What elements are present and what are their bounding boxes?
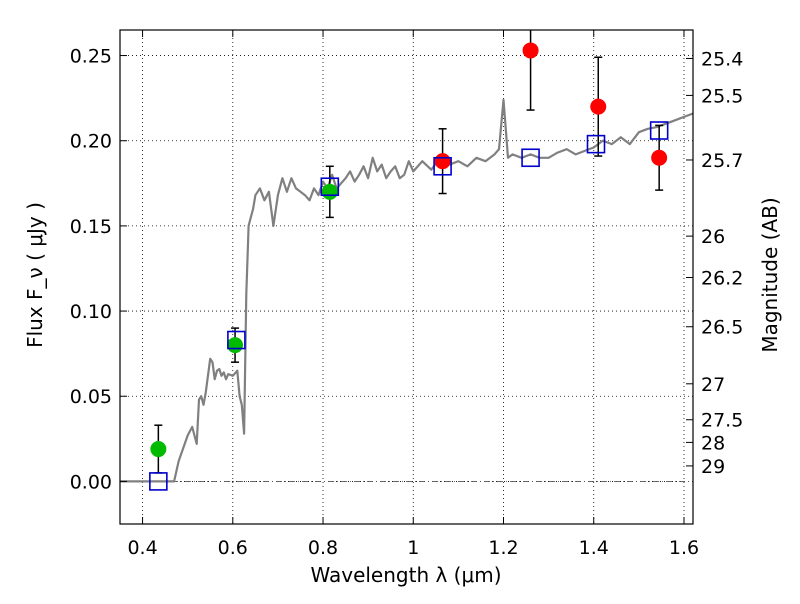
errorbar-layer xyxy=(154,30,664,474)
model-flux-square xyxy=(586,134,606,154)
tick-layer xyxy=(120,30,693,524)
y-tick-label: 0.00 xyxy=(70,471,112,493)
right-tick-label: 28 xyxy=(701,432,725,454)
y-tick-label: 0.15 xyxy=(70,216,112,238)
right-axis-label: Magnitude (AB) xyxy=(758,197,782,352)
model-flux-square xyxy=(149,472,168,491)
x-tick-label: 1 xyxy=(407,537,419,559)
x-tick-label: 1.6 xyxy=(669,537,699,559)
photometry-point xyxy=(522,42,539,59)
right-tick-label: 27.5 xyxy=(701,410,743,432)
model-flux-square xyxy=(521,148,540,168)
right-tick-label: 25.4 xyxy=(701,48,743,70)
tick-label-layer: 0.4 0.6 0.8 1 1.2 1.4 1.6 0.00 0.05 0.10 0.15 0.20 0… xyxy=(70,46,744,559)
spectrum-layer xyxy=(120,98,694,483)
y-axis-label: Flux F_ν ( μJy ) xyxy=(23,202,47,348)
photometry-point xyxy=(590,98,607,115)
model-spectrum-line xyxy=(120,98,694,483)
photometry-point xyxy=(651,149,668,166)
y-tick-label: 0.05 xyxy=(70,386,112,408)
grid-layer xyxy=(120,30,693,524)
plot-frame xyxy=(119,29,694,525)
right-tick-label: 29 xyxy=(701,456,725,478)
photometry-point xyxy=(227,337,244,354)
x-tick-label: 1.2 xyxy=(488,537,518,559)
photometry-point xyxy=(150,441,167,458)
right-tick-label: 26.5 xyxy=(701,317,743,339)
x-tick-label: 0.4 xyxy=(127,537,157,559)
right-tick-label: 27 xyxy=(701,374,725,396)
model-flux-square xyxy=(433,156,452,176)
right-tick-label: 25.7 xyxy=(701,150,743,172)
x-tick-label: 1.4 xyxy=(579,537,609,559)
y-tick-label: 0.25 xyxy=(70,46,112,68)
marker-layer xyxy=(149,42,669,491)
photometry-point xyxy=(434,153,451,170)
model-flux-square xyxy=(227,330,246,350)
photometry-point xyxy=(321,183,338,200)
x-axis-label: Wavelength λ (μm) xyxy=(310,563,501,587)
model-flux-square xyxy=(649,121,669,140)
right-tick-label: 26.2 xyxy=(701,268,743,290)
right-tick-label: 25.5 xyxy=(701,85,743,107)
x-tick-label: 0.8 xyxy=(308,537,338,559)
model-flux-square xyxy=(320,177,340,197)
x-tick-label: 0.6 xyxy=(218,537,248,559)
y-tick-label: 0.20 xyxy=(70,131,112,153)
right-tick-label: 26 xyxy=(701,226,725,248)
y-tick-label: 0.10 xyxy=(70,301,112,323)
